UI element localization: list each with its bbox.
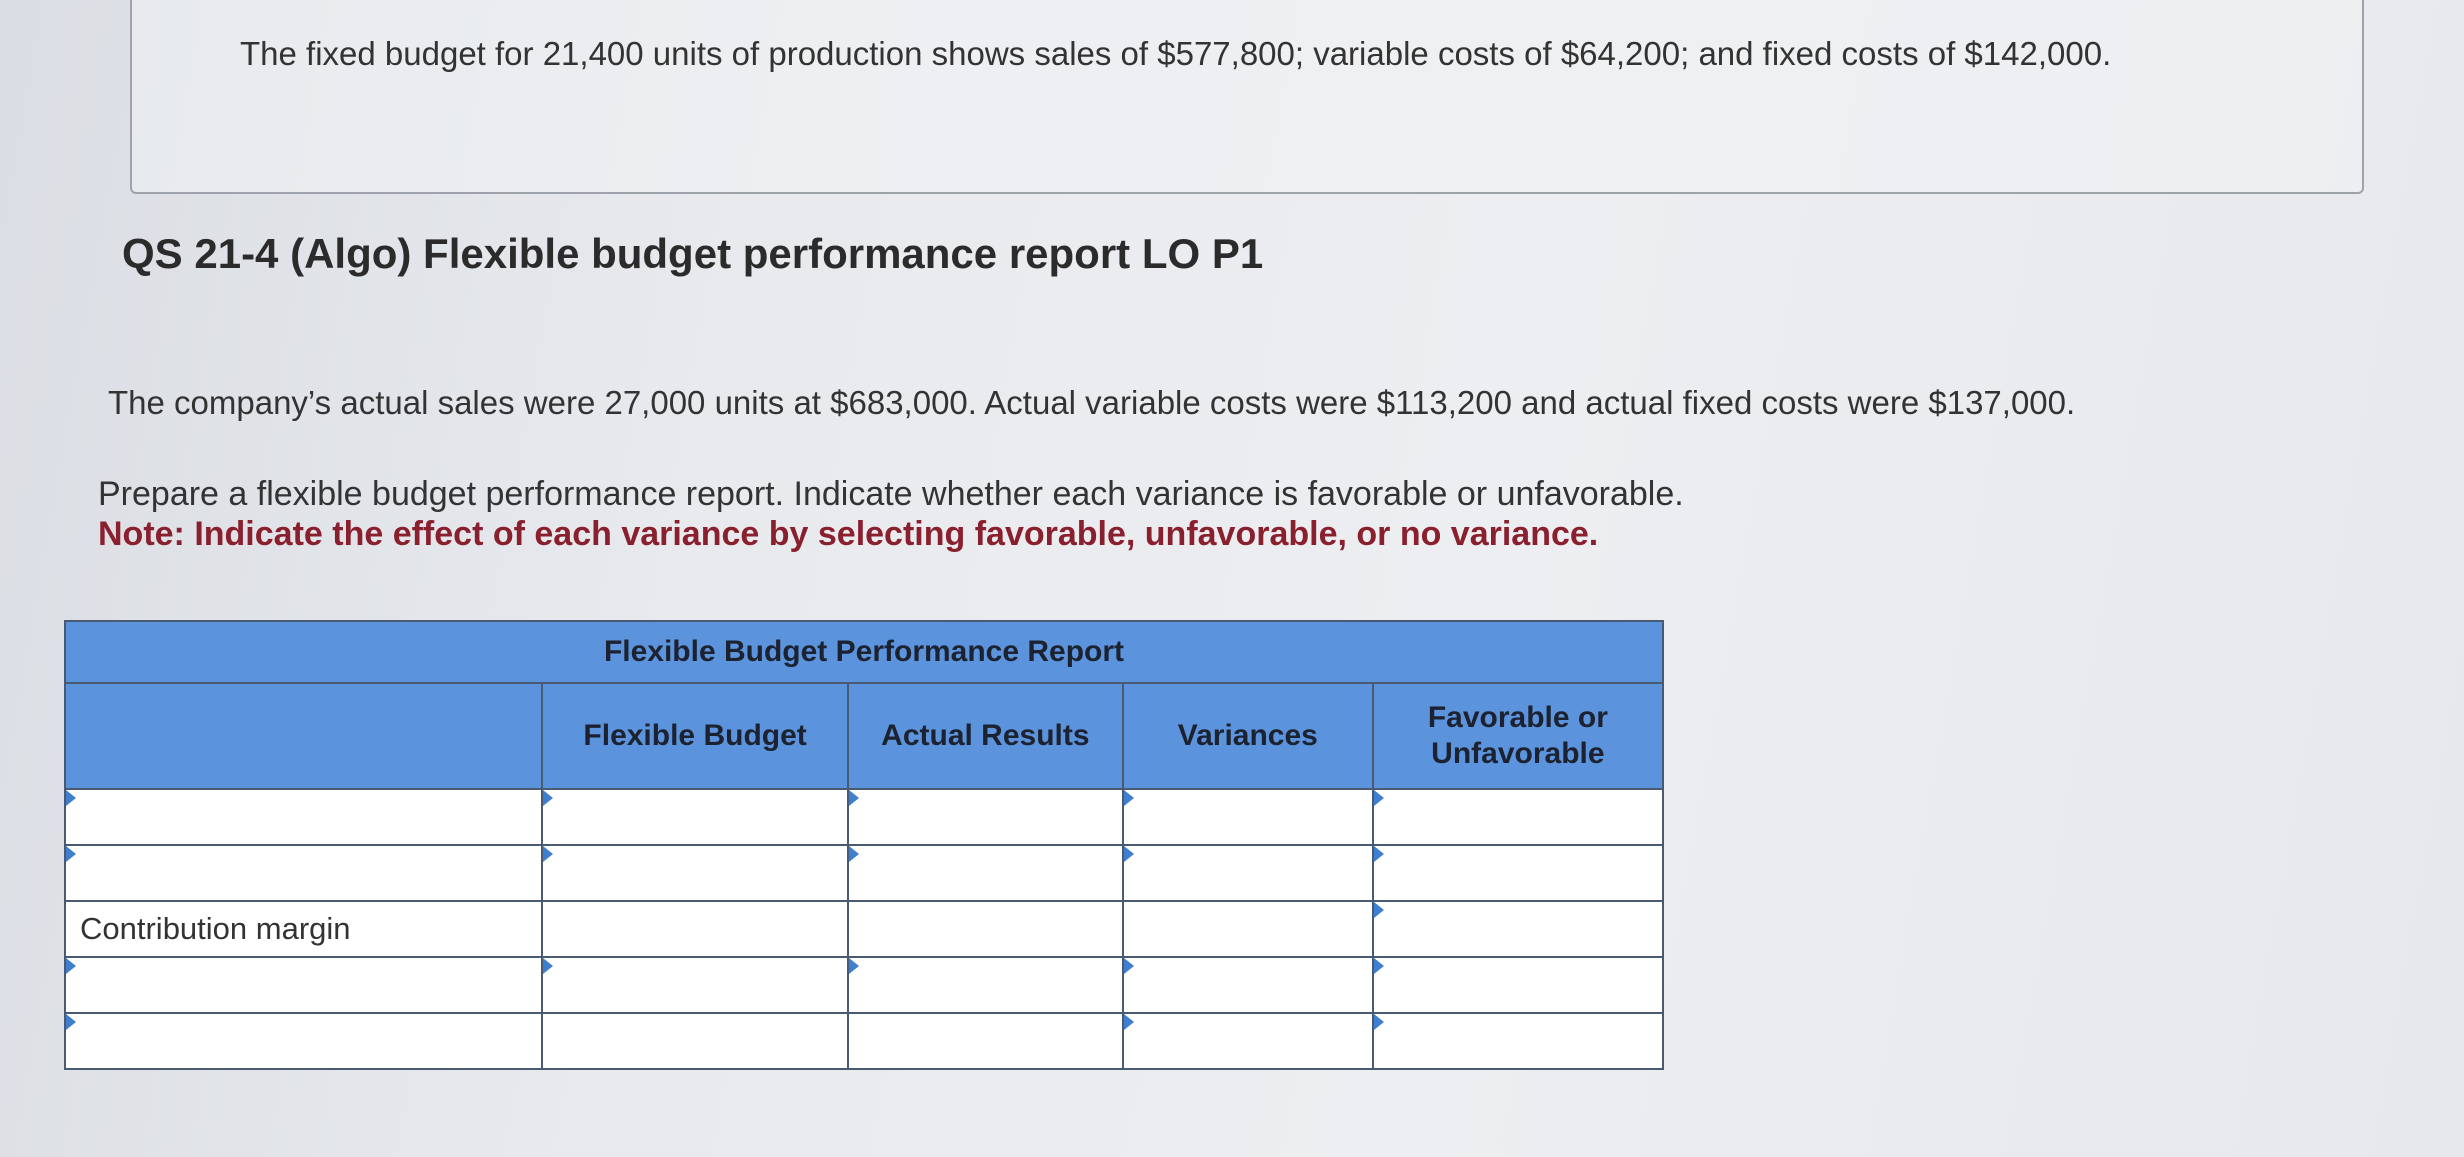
- actual-results-cell[interactable]: [846, 956, 1124, 1014]
- dropdown-marker-icon: [1123, 790, 1134, 806]
- dropdown-marker-icon: [543, 790, 554, 806]
- question-instructions: Prepare a flexible budget performance re…: [98, 474, 2098, 554]
- fav-unfav-dropdown[interactable]: [1371, 956, 1665, 1014]
- flexible-budget-cell[interactable]: [541, 900, 849, 958]
- instruction-text: Prepare a flexible budget performance re…: [98, 475, 1684, 513]
- actual-results-input[interactable]: [848, 1014, 1122, 1068]
- report-title: Flexible Budget Performance Report: [64, 620, 1664, 684]
- dropdown-marker-icon: [848, 790, 859, 806]
- flexible-budget-report-table: Flexible Budget Performance Report Flexi…: [63, 620, 1665, 1070]
- flexible-budget-cell[interactable]: [541, 844, 849, 902]
- flexible-budget-input[interactable]: [543, 958, 847, 1012]
- contribution-margin-label: Contribution margin: [80, 911, 351, 946]
- variance-cell[interactable]: [1121, 788, 1374, 846]
- actual-results-input[interactable]: [848, 958, 1122, 1012]
- report-row: [63, 1012, 1665, 1070]
- actual-results-cell[interactable]: [846, 1012, 1124, 1070]
- instruction-note: Note: Indicate the effect of each varian…: [98, 515, 1599, 553]
- variance-cell[interactable]: [1121, 956, 1374, 1014]
- dropdown-marker-icon: [66, 1014, 76, 1030]
- variance-input[interactable]: [1123, 902, 1372, 956]
- dropdown-marker-icon: [66, 958, 76, 974]
- fav-unfav-dropdown[interactable]: [1371, 1012, 1665, 1070]
- dropdown-marker-icon: [543, 846, 554, 862]
- dropdown-marker-icon: [1373, 1014, 1384, 1030]
- report-row: [63, 788, 1665, 846]
- flexible-budget-cell[interactable]: [541, 788, 849, 846]
- flexible-budget-cell[interactable]: [541, 956, 849, 1014]
- dropdown-marker-icon: [848, 846, 859, 862]
- dropdown-marker-icon: [66, 846, 76, 862]
- variance-cell[interactable]: [1121, 844, 1374, 902]
- flexible-budget-input[interactable]: [543, 1014, 847, 1068]
- dropdown-marker-icon: [1373, 958, 1384, 974]
- actual-results-input[interactable]: [848, 846, 1122, 900]
- variance-input[interactable]: [1123, 790, 1372, 844]
- report-row: [63, 956, 1665, 1014]
- dropdown-marker-icon: [543, 958, 554, 974]
- question-scenario: The company’s actual sales were 27,000 u…: [108, 384, 2076, 421]
- dropdown-marker-icon: [1373, 790, 1384, 806]
- fav-unfav-dropdown[interactable]: [1371, 900, 1665, 958]
- dropdown-marker-icon: [66, 790, 76, 806]
- col-header-actual-results: Actual Results: [846, 682, 1124, 790]
- row-label-dropdown[interactable]: [63, 1012, 544, 1070]
- question-title: QS 21-4 (Algo) Flexible budget performan…: [122, 230, 1264, 277]
- row-label-dropdown[interactable]: [63, 788, 544, 846]
- row-label-dropdown[interactable]: [63, 844, 544, 902]
- dropdown-marker-icon: [1373, 902, 1384, 918]
- variance-input[interactable]: [1123, 1014, 1372, 1068]
- row-label: Contribution margin: [63, 900, 544, 958]
- variance-input[interactable]: [1123, 846, 1372, 900]
- flexible-budget-input[interactable]: [543, 902, 847, 956]
- actual-results-input[interactable]: [848, 790, 1122, 844]
- report-row-contribution-margin: Contribution margin: [63, 900, 1665, 958]
- dropdown-marker-icon: [1123, 1014, 1134, 1030]
- fav-unfav-dropdown[interactable]: [1371, 788, 1665, 846]
- col-header-variances: Variances: [1121, 682, 1374, 790]
- dropdown-marker-icon: [848, 958, 859, 974]
- dropdown-marker-icon: [1123, 846, 1134, 862]
- given-info-text: The fixed budget for 21,400 units of pro…: [240, 35, 2112, 72]
- actual-results-cell[interactable]: [846, 844, 1124, 902]
- actual-results-cell[interactable]: [846, 788, 1124, 846]
- row-label-header: [63, 682, 544, 790]
- dropdown-marker-icon: [1123, 958, 1134, 974]
- actual-results-cell[interactable]: [846, 900, 1124, 958]
- flexible-budget-input[interactable]: [543, 846, 847, 900]
- variance-input[interactable]: [1123, 958, 1372, 1012]
- given-info-box: [130, 0, 2364, 194]
- col-header-fav-unfav: Favorable or Unfavorable: [1371, 682, 1665, 790]
- dropdown-marker-icon: [1373, 846, 1384, 862]
- fav-unfav-dropdown[interactable]: [1371, 844, 1665, 902]
- flexible-budget-cell[interactable]: [541, 1012, 849, 1070]
- flexible-budget-input[interactable]: [543, 790, 847, 844]
- col-header-flexible-budget: Flexible Budget: [541, 682, 849, 790]
- report-row: [63, 844, 1665, 902]
- variance-cell[interactable]: [1121, 1012, 1374, 1070]
- actual-results-input[interactable]: [848, 902, 1122, 956]
- variance-cell[interactable]: [1121, 900, 1374, 958]
- row-label-dropdown[interactable]: [63, 956, 544, 1014]
